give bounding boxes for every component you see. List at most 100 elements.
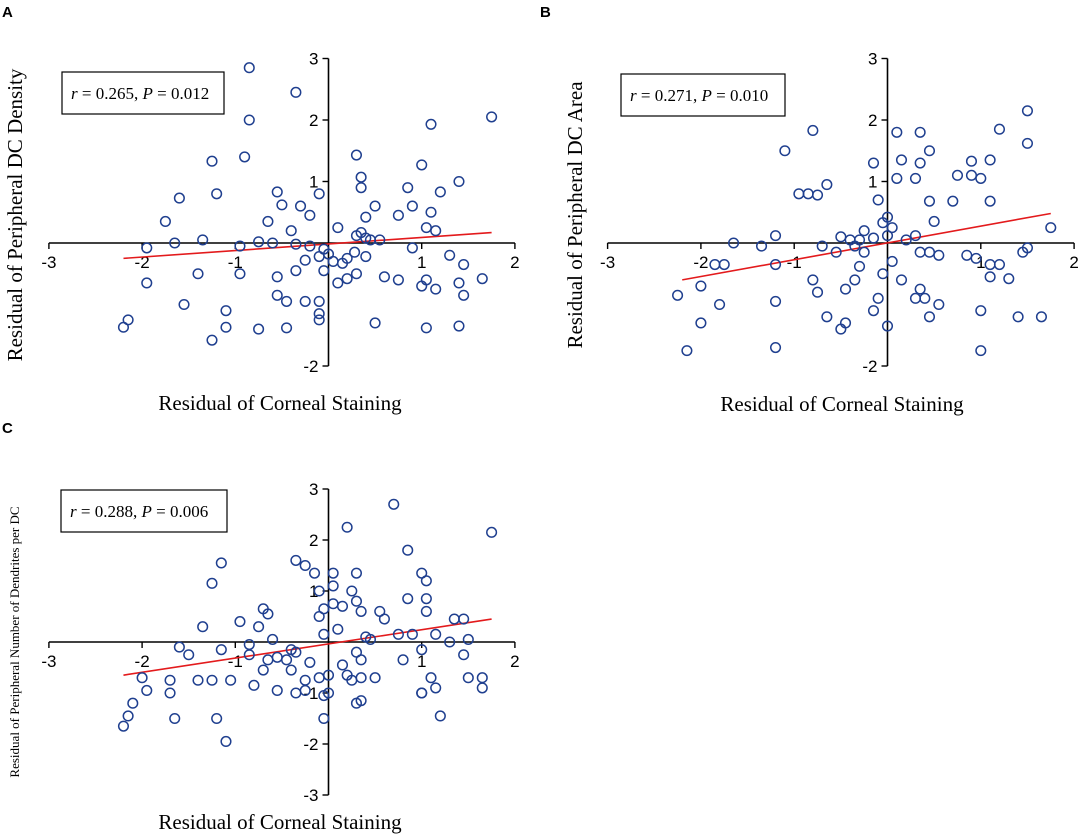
panel-a-data-point	[458, 258, 470, 271]
panel-a-data-point	[262, 215, 274, 228]
panel-c-data-point	[127, 697, 139, 709]
panel-b-points	[672, 105, 1057, 357]
panel-b-data-point	[1021, 105, 1033, 117]
panel-b-data-point	[769, 258, 782, 271]
panel-a-data-point	[453, 175, 465, 188]
panel-a-data-point	[425, 118, 437, 130]
panel-a-stat-box: r = 0.265, P = 0.012	[61, 71, 225, 115]
panel-a-data-point	[406, 242, 418, 254]
panel-a-data-point	[220, 321, 232, 333]
panel-b-data-point	[891, 172, 903, 184]
panel-c-data-point	[458, 649, 470, 661]
panel-c-data-point	[341, 521, 353, 533]
panel-a-x-tick-label: -2	[135, 253, 150, 272]
panel-c-data-point	[164, 687, 176, 699]
panel-a-y-tick-label: -2	[303, 357, 318, 376]
panel-a-data-point	[355, 171, 367, 183]
panel-c-data-point	[486, 526, 498, 538]
panel-a-data-point	[234, 240, 246, 252]
panel-a: A -3 -2 -1 1 2 -2 1 2 3 r = 0.265, P = 0.012 Res…	[2, 4, 520, 415]
panel-c-data-point	[313, 672, 325, 684]
panel-a-data-point	[355, 182, 367, 194]
panel-a-data-point	[349, 246, 361, 258]
panel-c-data-point	[425, 672, 437, 684]
panel-a-data-point	[271, 289, 283, 301]
panel-b-data-point	[928, 215, 940, 228]
panel-c-data-point	[248, 679, 260, 691]
panel-b-data-point	[830, 246, 842, 258]
panel-b-data-point	[909, 172, 922, 184]
panel-b-data-point	[1021, 137, 1033, 149]
panel-a-data-point	[299, 254, 311, 266]
panel-a-data-point	[304, 209, 316, 221]
panel-a-data-point	[425, 206, 437, 218]
panel-c-data-point	[234, 616, 246, 628]
panel-a-data-point	[392, 274, 404, 286]
panel-b-data-point	[695, 317, 707, 329]
panel-b-data-point	[849, 274, 861, 286]
panel-b-data-point	[919, 292, 931, 304]
panel-b-data-point	[769, 230, 782, 242]
panel-c-data-point	[332, 623, 344, 635]
panel-c-data-point	[136, 672, 148, 684]
panel-c-data-point	[243, 649, 255, 661]
panel-a-data-point	[406, 200, 418, 212]
panel-c-data-point	[462, 672, 474, 684]
panel-b-x-tick-label: -3	[600, 253, 615, 272]
panel-c-data-point	[290, 646, 302, 658]
panel-c-data-point	[281, 654, 293, 666]
panel-b-data-point	[993, 258, 1006, 271]
panel-c-x-tick-label: 2	[510, 652, 519, 671]
panel-b-data-point	[779, 145, 791, 157]
panel-c-data-point	[271, 651, 283, 663]
panel-b-data-point	[839, 283, 852, 295]
panel-b-x-tick-label: 2	[1069, 253, 1078, 272]
panel-b-letter: B	[540, 4, 551, 21]
panel-b-data-point	[975, 305, 987, 317]
panel-c-y-tick-label: -2	[303, 735, 318, 754]
panel-b-data-point	[849, 240, 861, 252]
panel-b-y-tick-label: -2	[862, 357, 877, 376]
panel-b-x-tick-label: -1	[787, 253, 802, 272]
panel-b-data-point	[714, 298, 726, 311]
panel-b-data-point	[984, 154, 996, 166]
panel-a-data-point	[420, 222, 432, 234]
panel-a-data-point	[374, 234, 386, 246]
panel-c-data-point	[215, 644, 227, 656]
panel-b-data-point	[914, 126, 926, 138]
panel-a-data-point	[313, 295, 325, 307]
panel-b-data-point	[872, 292, 884, 304]
panel-a-data-point	[402, 182, 414, 194]
panel-a-data-point	[290, 238, 302, 250]
panel-c-data-point	[271, 684, 283, 697]
panel-a-data-point	[290, 86, 302, 98]
panel-c-data-point	[346, 585, 358, 597]
panel-c-data-point	[430, 682, 442, 694]
panel-c-points	[117, 498, 498, 748]
panel-c-data-point	[402, 593, 414, 605]
panel-b-y-title: Residual of Peripheral DC Area	[563, 81, 587, 349]
panel-c-data-point	[285, 664, 297, 676]
panel-a-data-point	[271, 186, 283, 198]
panel-a-data-point	[117, 321, 130, 333]
panel-b-data-point	[816, 240, 828, 252]
panel-b-data-point	[807, 274, 819, 286]
panel-b-data-point	[867, 157, 880, 169]
panel-b-data-point	[984, 271, 996, 283]
panel-a-data-point	[220, 305, 232, 317]
panel-a-y-tick-label: 1	[309, 173, 318, 192]
panel-b-data-point	[909, 292, 922, 304]
panel-c-data-point	[397, 654, 409, 666]
panel-b-data-point	[881, 320, 894, 332]
panel-c-data-point	[206, 674, 218, 686]
panel-a-data-point	[444, 249, 456, 261]
panel-c-data-point	[355, 672, 367, 684]
panel-b-data-point	[923, 246, 936, 258]
panel-a-data-point	[341, 273, 353, 285]
panel-c-data-point	[206, 577, 218, 589]
panel-a-data-point	[350, 149, 363, 161]
panel-b-data-point	[961, 249, 973, 261]
panel-a-data-point	[290, 265, 302, 277]
panel-a-data-point	[369, 317, 381, 329]
panel-c-data-point	[192, 674, 204, 686]
